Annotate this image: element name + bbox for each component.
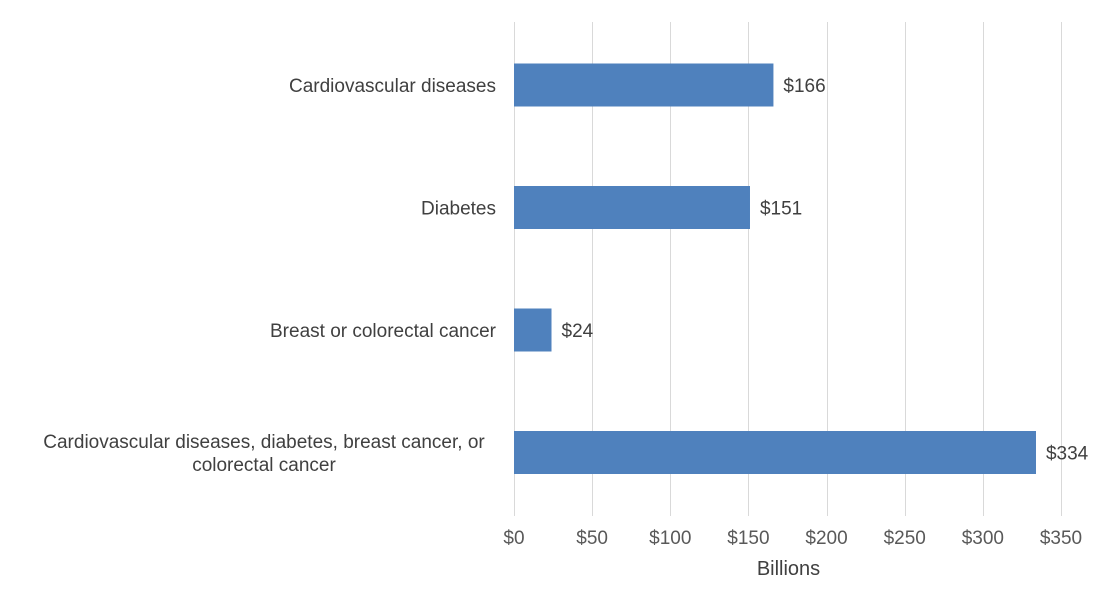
bar (514, 308, 552, 352)
x-tick-label: $200 (805, 528, 847, 549)
category-label: Diabetes (421, 199, 496, 220)
x-tick-label: $50 (576, 528, 608, 549)
bars (514, 63, 1036, 474)
category-label-line: colorectal cancer (192, 455, 336, 476)
category-label: Cardiovascular diseases, diabetes, breas… (43, 432, 485, 476)
category-label: Cardiovascular diseases (289, 76, 496, 97)
data-label: $334 (1046, 444, 1089, 465)
x-tick-labels: $0 $50 $100 $150 $200 $250 $300 $350 (503, 528, 1082, 549)
data-label: $151 (760, 199, 802, 220)
category-label-line: Cardiovascular diseases, diabetes, breas… (43, 432, 485, 453)
bar (514, 63, 774, 107)
data-labels: $166 $151 $24 $334 (562, 76, 1089, 465)
x-tick-label: $150 (727, 528, 769, 549)
data-label: $24 (562, 321, 594, 342)
x-tick-label: $350 (1040, 528, 1082, 549)
bar (514, 186, 750, 229)
x-tick-label: $300 (962, 528, 1004, 549)
x-tick-label: $250 (884, 528, 926, 549)
x-axis-title: Billions (757, 558, 820, 580)
x-tick-label: $100 (649, 528, 691, 549)
category-label: Breast or colorectal cancer (270, 321, 497, 342)
data-label: $166 (783, 76, 825, 97)
x-tick-label: $0 (503, 528, 524, 549)
bar (514, 431, 1036, 474)
category-labels: Cardiovascular diseases Diabetes Breast or… (43, 76, 496, 476)
